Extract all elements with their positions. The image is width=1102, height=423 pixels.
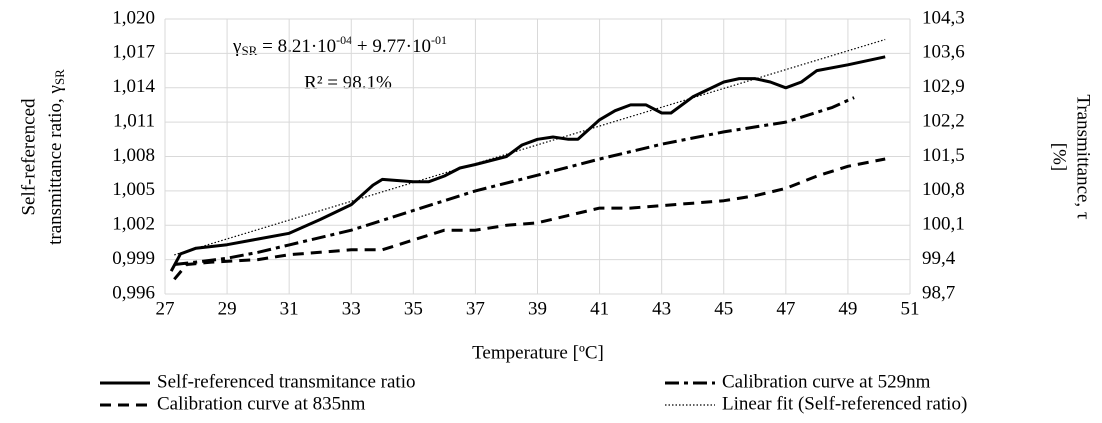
x-tick-label: 35 [404, 298, 423, 319]
y-tick-label: 1,017 [112, 42, 155, 63]
equation: γSR = 8.21·10-04 + 9.77·10-01 [232, 33, 447, 58]
y2-tick-label: 103,6 [922, 42, 965, 63]
legend-label: Linear fit (Self-referenced ratio) [722, 393, 967, 414]
y2-tick-label: 99,4 [922, 248, 956, 269]
eq-lhs: γ [232, 36, 241, 57]
y-axis-title: transmittance ratio, γSR [45, 69, 67, 245]
eq-part: = 8.21·10 [257, 36, 336, 57]
x-tick-label: 33 [342, 298, 361, 319]
y-tick-label: 0,999 [112, 248, 155, 269]
eq-exp: -04 [336, 33, 352, 47]
y-tick-label: 1,008 [112, 145, 155, 166]
y2-tick-label: 101,5 [922, 145, 965, 166]
x-tick-label: 51 [901, 298, 920, 319]
series-line [169, 55, 886, 272]
x-tick-label: 27 [156, 298, 175, 319]
x-tick-label: 31 [280, 298, 299, 319]
legend-label: Calibration curve at 835nm [157, 393, 366, 414]
y2-tick-label: 104,3 [922, 7, 965, 28]
eq-part: + 9.77·10 [352, 36, 431, 57]
y2-axis-title: [%] [1049, 143, 1070, 171]
y2-tick-label: 102,2 [922, 110, 965, 131]
legend-label: Self-referenced transmitance ratio [157, 371, 415, 392]
y-tick-label: 1,020 [112, 7, 155, 28]
y2-axis-title: Transmittance, τ [1073, 94, 1094, 220]
eq-lhs-sub: SR [241, 43, 257, 58]
y-tick-label: 1,005 [112, 179, 155, 200]
series-line [174, 38, 886, 256]
y2-tick-label: 102,9 [922, 76, 965, 97]
series-line [174, 96, 855, 266]
y-axis-title-sub: SR [52, 69, 67, 85]
r-squared: R² = 98.1% [304, 72, 392, 93]
x-tick-label: 47 [776, 298, 795, 319]
y-tick-label: 1,002 [112, 214, 155, 235]
legend-label: Calibration curve at 529nm [722, 371, 931, 392]
x-tick-label: 43 [652, 298, 671, 319]
y-axis-title-text: transmittance ratio, γ [45, 85, 66, 245]
y2-tick-label: 100,8 [922, 179, 965, 200]
x-tick-label: 29 [218, 298, 237, 319]
y-tick-label: 1,011 [113, 110, 155, 131]
series-line [173, 157, 886, 281]
y-axis-title: Self-referenced [18, 98, 39, 216]
y2-tick-label: 100,1 [922, 214, 965, 235]
x-tick-label: 39 [528, 298, 547, 319]
x-tick-label: 45 [714, 298, 733, 319]
eq-exp: -01 [431, 33, 447, 47]
y-tick-label: 1,014 [112, 76, 155, 97]
x-tick-label: 49 [838, 298, 857, 319]
y-tick-label: 0,996 [112, 282, 155, 303]
x-axis-title: Temperature [ºC] [472, 342, 604, 363]
x-tick-label: 37 [466, 298, 485, 319]
y2-tick-label: 98,7 [922, 282, 955, 303]
x-tick-label: 41 [590, 298, 609, 319]
